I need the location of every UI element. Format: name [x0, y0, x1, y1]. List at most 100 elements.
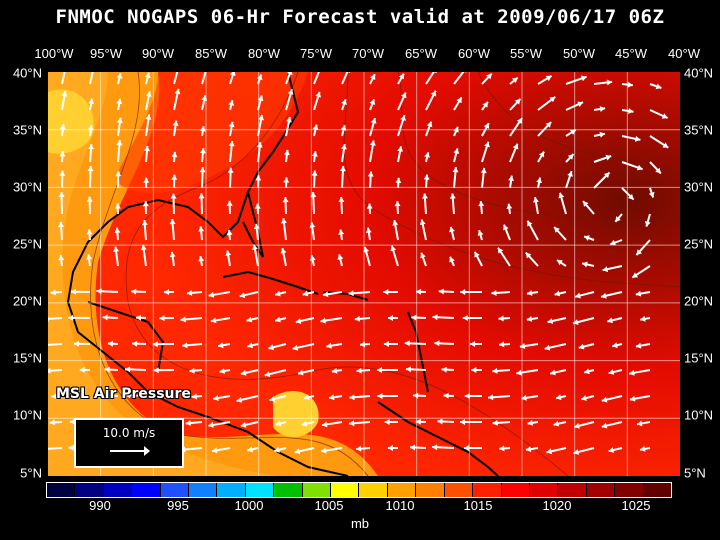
- wind-arrow: [497, 247, 511, 267]
- wind-arrow: [337, 254, 344, 267]
- wind-arrow: [438, 288, 455, 295]
- wind-arrow: [525, 251, 539, 267]
- wind-arrow: [73, 340, 91, 347]
- wind-arrow: [453, 148, 460, 163]
- wind-arrow: [171, 151, 178, 163]
- wind-arrow: [478, 201, 485, 215]
- wind-arrow: [503, 224, 511, 241]
- wind-arrow: [170, 193, 177, 215]
- wind-arrow: [533, 196, 539, 215]
- wind-arrow: [544, 343, 567, 351]
- wind-arrow: [481, 141, 490, 163]
- wind-arrow: [481, 73, 493, 85]
- wind-arrow: [169, 251, 176, 267]
- wind-arrow: [383, 341, 398, 347]
- wind-arrow: [219, 368, 231, 374]
- colorbar-unit: mb: [350, 516, 370, 531]
- colorbar-cell: [387, 483, 417, 497]
- colorbar-label: 1000: [234, 498, 264, 513]
- wind-arrow: [640, 315, 651, 322]
- wind-arrow: [49, 419, 63, 426]
- colorbar-cell: [444, 483, 474, 497]
- wind-arrow: [292, 343, 315, 351]
- lat-label: 10°N: [684, 407, 714, 423]
- wind-arrow: [253, 223, 260, 241]
- wind-arrow: [247, 446, 259, 453]
- lon-label: 65°W: [405, 46, 437, 61]
- wind-arrow: [189, 367, 203, 374]
- wind-arrow: [525, 446, 539, 453]
- colorbar-cell: [189, 483, 218, 497]
- wind-arrow: [547, 317, 567, 324]
- wind-arrow: [228, 121, 235, 137]
- lon-label: 55°W: [510, 46, 542, 61]
- wind-arrow: [473, 251, 483, 267]
- wind-arrow: [377, 367, 398, 373]
- wind-arrow: [397, 92, 407, 111]
- wind-arrow: [294, 447, 315, 455]
- wind-arrow: [142, 201, 149, 215]
- wind-arrow: [88, 98, 95, 111]
- wind-arrow: [583, 368, 595, 375]
- wind-arrow: [252, 244, 259, 267]
- wind-arrow: [453, 126, 459, 137]
- wind-arrow: [274, 316, 287, 323]
- wind-arrow: [509, 98, 522, 111]
- wind-arrow: [198, 255, 205, 267]
- wind-arrow: [113, 246, 120, 267]
- wind-arrow: [297, 369, 315, 376]
- lon-label: 70°W: [352, 46, 384, 61]
- wind-arrow: [422, 193, 428, 215]
- wind-arrow: [639, 445, 651, 452]
- wind-arrow: [354, 315, 371, 322]
- lat-label: 5°N: [20, 465, 42, 481]
- wind-arrow: [583, 235, 595, 241]
- wind-arrow: [516, 369, 539, 376]
- wind-arrow: [649, 109, 669, 119]
- colorbar-cell: [643, 483, 671, 497]
- wind-vectors: [48, 72, 669, 455]
- wind-arrow: [285, 116, 292, 137]
- wind-arrow: [565, 128, 577, 137]
- lat-label: 25°N: [684, 236, 714, 252]
- wind-arrow: [425, 121, 433, 137]
- wind-arrow: [302, 290, 315, 297]
- wind-arrow: [601, 395, 623, 403]
- colorbar-cell: [331, 483, 360, 497]
- wind-arrow: [537, 96, 556, 111]
- wind-arrow: [185, 420, 203, 426]
- wind-arrow: [116, 140, 123, 163]
- wind-arrow: [186, 289, 203, 296]
- wind-arrow: [180, 316, 203, 323]
- wind-arrow: [125, 392, 147, 399]
- wind-arrow: [432, 444, 455, 451]
- wind-arrow: [51, 393, 63, 400]
- wind-arrow: [86, 229, 93, 241]
- wind-arrow: [321, 421, 343, 428]
- wind-arrow: [338, 196, 345, 215]
- wind-arrow: [211, 447, 231, 454]
- wind-arrow: [526, 290, 539, 296]
- wind-arrow: [48, 367, 63, 374]
- wind-arrow: [125, 366, 147, 373]
- wind-arrow: [621, 161, 643, 171]
- colorbar-cell: [558, 483, 587, 497]
- wind-arrow: [415, 288, 427, 295]
- wind-arrow: [213, 395, 231, 401]
- wind-arrow: [145, 91, 152, 111]
- wind-arrow: [257, 114, 264, 137]
- wind-arrow: [228, 100, 235, 111]
- wind-arrow: [86, 196, 93, 215]
- vector-scale-box: 10.0 m/s: [74, 418, 184, 468]
- pressure-zone-1008b: [273, 391, 319, 438]
- wind-arrow: [191, 393, 203, 400]
- lat-label: 35°N: [684, 122, 714, 138]
- wind-arrow: [644, 213, 651, 227]
- wind-arrow: [526, 220, 539, 241]
- wind-arrow: [97, 392, 119, 399]
- wind-arrow: [201, 95, 208, 111]
- longitude-axis: 100°W 95°W 90°W 85°W 80°W 75°W 70°W 65°W…: [0, 46, 720, 62]
- lat-label: 5°N: [684, 465, 706, 481]
- wind-arrow: [593, 79, 613, 86]
- wind-arrow: [199, 167, 206, 189]
